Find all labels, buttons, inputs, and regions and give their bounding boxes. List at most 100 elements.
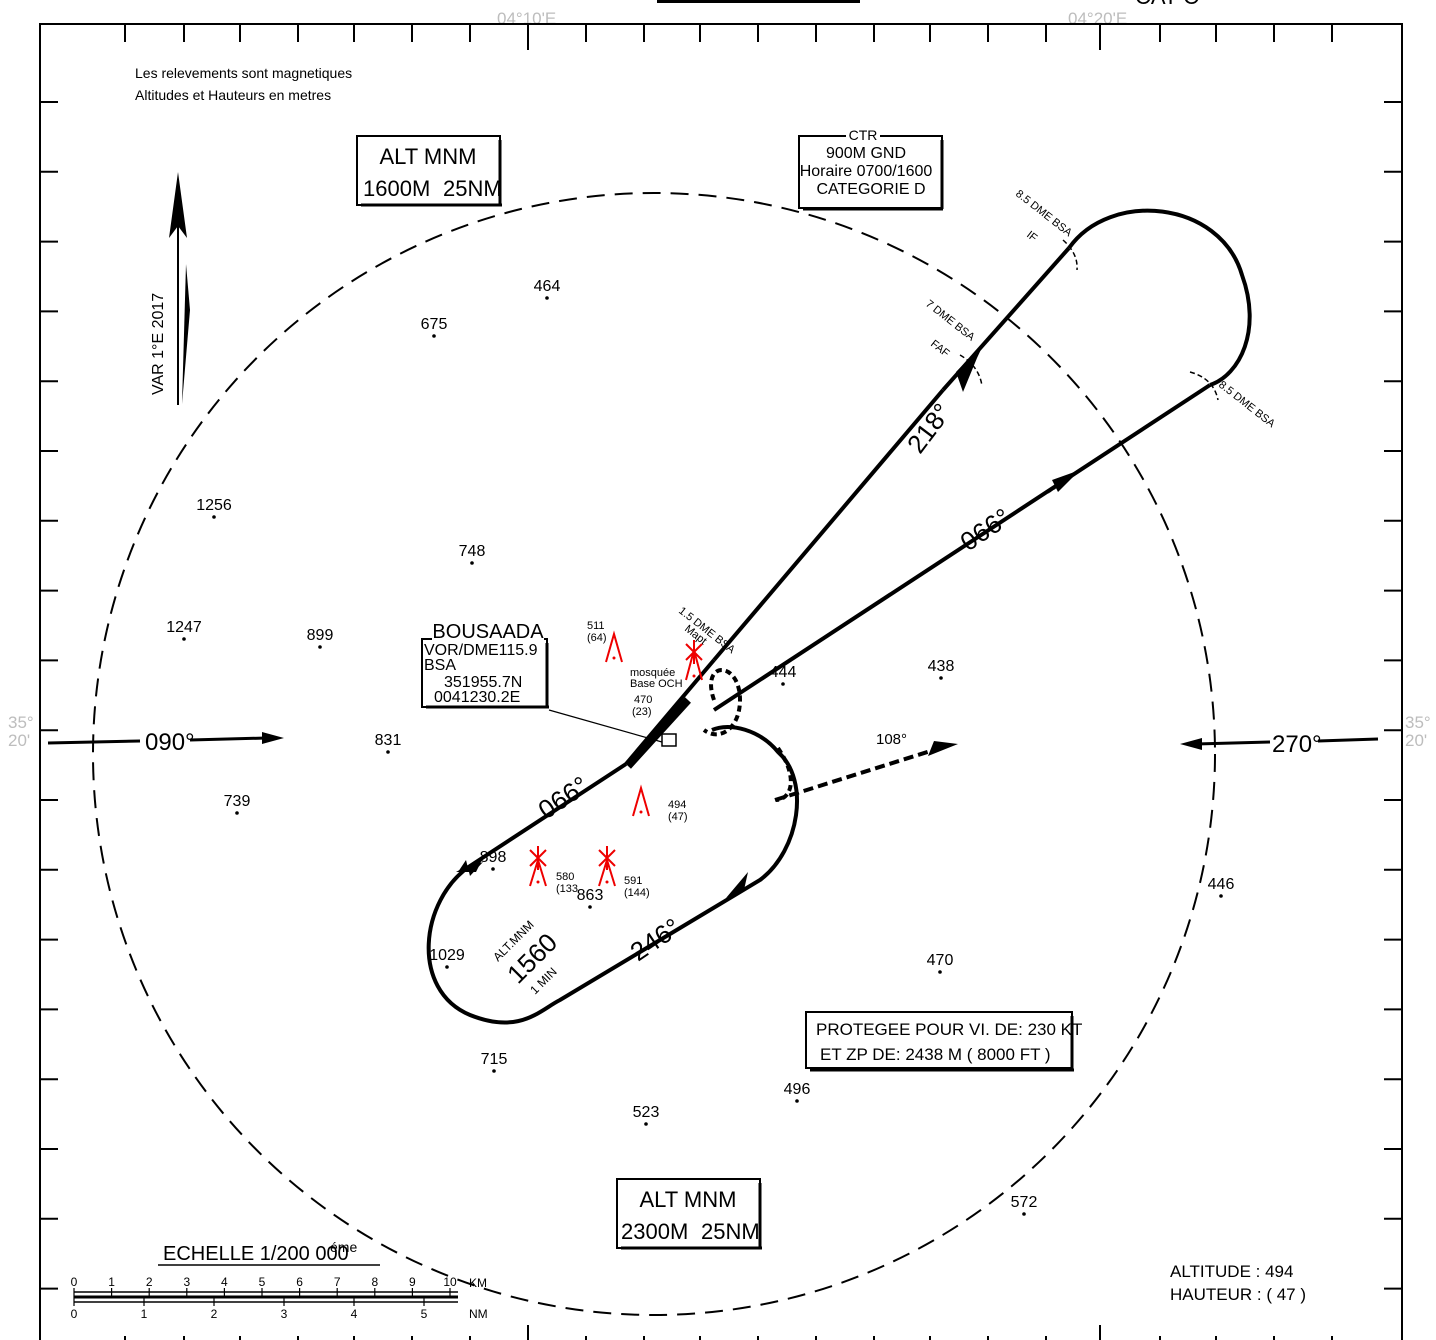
spot-height-label: 831 — [375, 732, 402, 749]
msa-bottom-radius: 25NM — [701, 1219, 760, 1244]
scale-nm-label: 3 — [281, 1307, 288, 1321]
vor-ident: BSA — [424, 657, 456, 674]
track-label-inbound: 218° — [901, 398, 957, 459]
obstacle-511: 511 (64) — [587, 620, 623, 663]
protection-line2: ET ZP DE: 2438 M ( 8000 FT ) — [820, 1045, 1051, 1064]
spot-height-label: 446 — [1208, 876, 1235, 893]
msa-bottom-title: ALT MNM — [640, 1187, 737, 1212]
aerodrome-altitude: ALTITUDE : 494 — [1170, 1262, 1293, 1281]
procedure-tracks — [47, 208, 1379, 1025]
svg-text:470: 470 — [634, 694, 652, 706]
faf-label: FAF — [928, 338, 952, 360]
if-dme-label: 8.5 DME BSA — [1013, 188, 1074, 240]
spot-height-dot — [1219, 894, 1223, 898]
spot-height-dot — [470, 561, 474, 565]
scale-km-label: 10 — [443, 1275, 457, 1289]
vor-name: BOUSAADA — [432, 621, 544, 643]
spot-height-label: 438 — [928, 658, 955, 675]
scale-km-label: 9 — [409, 1275, 416, 1289]
vor-longitude: 0041230.2E — [434, 689, 520, 706]
longitude-label-left: 04°10'E — [497, 9, 556, 28]
spot-height-label: 523 — [633, 1104, 660, 1121]
ctr-label: CTR — [849, 127, 878, 143]
latitude-degrees-right: 35° — [1405, 713, 1431, 732]
spot-height-dot — [795, 1099, 799, 1103]
spot-height-label: 470 — [927, 952, 954, 969]
msa-circle — [92, 192, 1216, 1316]
spot-height-dot — [1022, 1212, 1026, 1216]
scale-nm-ticks: 0 1 2 3 4 5 — [71, 1297, 428, 1321]
holding-annotation: ALT.MNM 1560 1 MIN — [490, 918, 563, 998]
note-units: Altitudes et Hauteurs en metres — [135, 87, 331, 103]
latitude-minutes-right: 20' — [1405, 731, 1427, 750]
scale-km-label: 0 — [71, 1275, 78, 1289]
spot-height-dot — [445, 965, 449, 969]
scale-nm-label: 2 — [211, 1307, 218, 1321]
svg-text:(133: (133 — [556, 883, 578, 895]
ctr-line3: CATEGORIE D — [816, 181, 925, 198]
svg-text:(64): (64) — [587, 632, 607, 644]
latitude-degrees-left: 35° — [8, 713, 34, 732]
svg-text:(23): (23) — [632, 706, 652, 718]
spot-height-label: 1247 — [166, 619, 202, 636]
msa-bottom-altitude: 2300M — [621, 1219, 688, 1244]
spot-height-label: 444 — [770, 664, 797, 681]
spot-height-dot — [588, 905, 592, 909]
chart-frame — [39, 23, 1403, 1340]
spot-height-label: 675 — [421, 316, 448, 333]
scale-title: ECHELLE 1/200 000 — [163, 1243, 349, 1265]
spot-height-label: 572 — [1011, 1194, 1038, 1211]
if-label: IF — [1024, 229, 1039, 245]
msa-box-bottom: ALT MNM 2300M 25NM — [616, 1178, 762, 1250]
scale-km-label: 3 — [183, 1275, 190, 1289]
spot-height-dot — [182, 637, 186, 641]
obstacle-580: 580 (133 — [529, 846, 578, 895]
spot-height-dot — [386, 750, 390, 754]
spot-height-dot — [212, 515, 216, 519]
scale-km-unit: KM — [469, 1276, 487, 1290]
latitude-minutes-left: 20' — [8, 731, 30, 750]
obstacle-mosque: mosquée Base OCH 470 (23) — [630, 640, 703, 718]
spot-height-label: 748 — [459, 543, 486, 560]
svg-text:(47): (47) — [668, 811, 688, 823]
turn-dme-label: 8.5 DME BSA — [1216, 379, 1277, 431]
track-label-east-entry: 270° — [1272, 731, 1322, 758]
obstacle-591: 591 (144) — [598, 846, 650, 899]
scale-km-label: 8 — [371, 1275, 378, 1289]
track-label-holding-outbound: 246° — [625, 912, 686, 967]
header-title-box-edge — [657, 0, 860, 3]
note-bearings: Les relevements sont magnetiques — [135, 65, 352, 81]
spot-height-label: 496 — [784, 1081, 811, 1098]
svg-text:591: 591 — [624, 875, 642, 887]
ctr-box: CTR 900M GND Horaire 0700/1600 CATEGORIE… — [798, 127, 944, 211]
scale-km-label: 6 — [296, 1275, 303, 1289]
track-label-west-entry: 090° — [145, 729, 195, 756]
scale-nm-label: 4 — [351, 1307, 358, 1321]
spot-heights: 464 675 1256 748 1247 899 831 739 444 438 898 863 10… — [166, 278, 1234, 1216]
spot-height-label: 739 — [224, 793, 251, 810]
spot-height-label: 715 — [481, 1051, 508, 1068]
vor-frequency: VOR/DME115.9 — [424, 642, 538, 659]
msa-top-radius: 25NM — [443, 176, 502, 201]
scale-bar: ECHELLE 1/200 000 éme 0 1 2 3 4 5 6 7 8 9 10 0 1 2 3 4… — [71, 1239, 488, 1321]
spot-height-label: 1256 — [196, 497, 232, 514]
spot-height-dot — [781, 682, 785, 686]
spot-height-dot — [235, 811, 239, 815]
spot-height-label: 464 — [534, 278, 561, 295]
protection-line1: PROTEGEE POUR VI. DE: 230 KT — [816, 1020, 1082, 1039]
scale-nm-unit: NM — [469, 1307, 488, 1321]
longitude-label-right: 04°20'E — [1068, 9, 1127, 28]
variation-label: VAR 1°E 2017 — [150, 293, 167, 395]
vor-box: BOUSAADA VOR/DME115.9 BSA 351955.7N 0041… — [421, 620, 677, 747]
spot-height-dot — [545, 296, 549, 300]
spot-height-label: 863 — [577, 887, 604, 904]
svg-text:494: 494 — [668, 799, 686, 811]
msa-top-title: ALT MNM — [380, 144, 477, 169]
spot-height-label: 1029 — [429, 947, 465, 964]
scale-km-label: 5 — [259, 1275, 266, 1289]
obstacle-494: 494 (47) — [632, 784, 688, 823]
vor-latitude: 351955.7N — [444, 674, 522, 691]
svg-text:580: 580 — [556, 871, 574, 883]
spot-height-label: 899 — [307, 627, 334, 644]
north-arrow: VAR 1°E 2017 — [150, 172, 190, 405]
